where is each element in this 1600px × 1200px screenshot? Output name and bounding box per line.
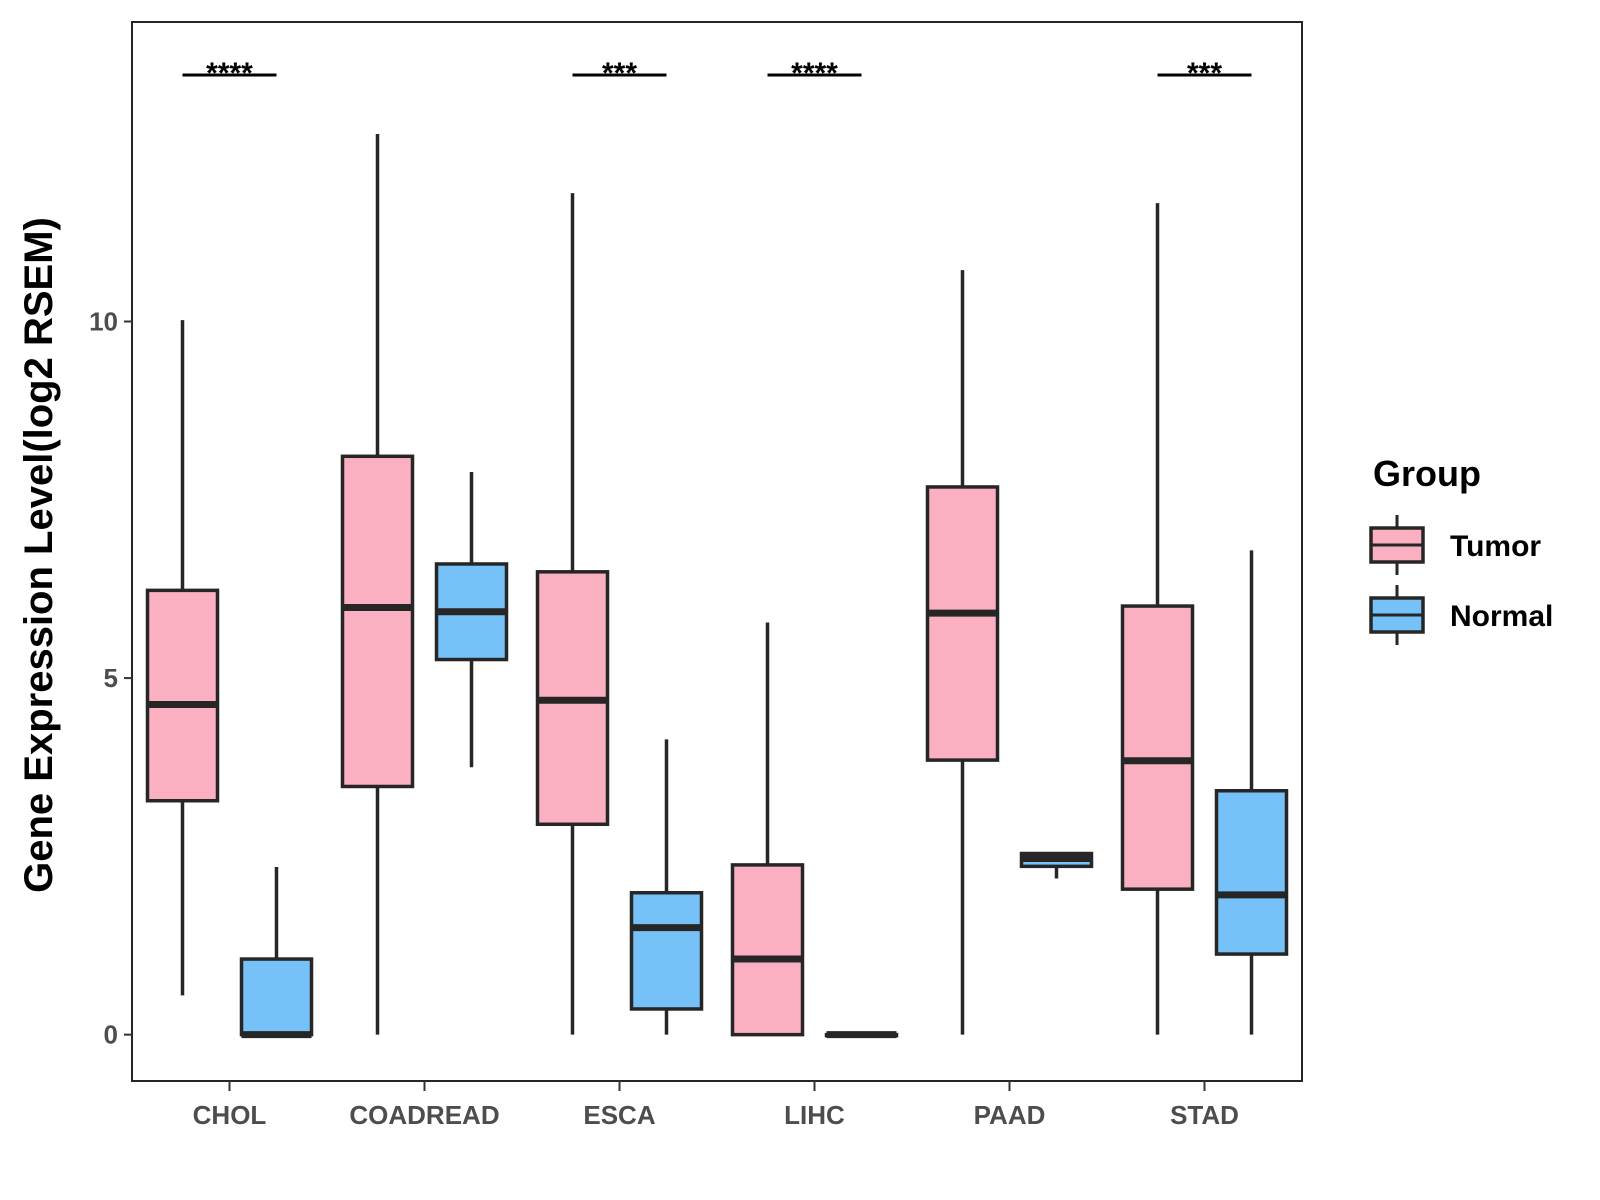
box-tumor-lihc	[730, 622, 805, 1037]
box-normal-stad	[1214, 550, 1289, 1035]
legend-label: Tumor	[1450, 530, 1541, 563]
panel-border	[131, 21, 1303, 1082]
y-tick-label: 0	[104, 1020, 118, 1050]
x-tick-label: LIHC	[784, 1100, 845, 1130]
significance-layer: **** *** **** ***	[182, 57, 1252, 90]
significance-label: ****	[791, 57, 838, 90]
box-tumor-paad	[925, 270, 1000, 1035]
box-body	[629, 890, 704, 1011]
box-body	[925, 485, 1000, 762]
box-normal-coadread	[434, 471, 509, 768]
box-body	[239, 957, 314, 1037]
boxes-layer	[145, 133, 1289, 1039]
legend-item-normal: Normal	[1369, 585, 1553, 645]
box-tumor-chol	[145, 320, 220, 996]
significance-label: ***	[602, 57, 637, 90]
x-tick-label: CHOL	[193, 1100, 267, 1130]
legend-label: Normal	[1450, 600, 1553, 633]
axes-layer: 0 5 10 CHOL COADREAD ESCA LIHC PAAD STAD	[89, 307, 1239, 1130]
box-body	[730, 863, 805, 1037]
x-tick-label: COADREAD	[349, 1100, 499, 1130]
significance-label: ****	[206, 57, 253, 90]
legend-title: Group	[1373, 453, 1481, 494]
box-body	[145, 588, 220, 803]
box-normal-chol	[239, 867, 314, 1039]
box-body	[1120, 604, 1195, 891]
box-tumor-stad	[1120, 203, 1195, 1035]
legend: Group Tumor Normal	[1369, 453, 1553, 645]
box-normal-esca	[629, 739, 704, 1035]
box-tumor-esca	[535, 193, 610, 1035]
x-tick-label: PAAD	[974, 1100, 1046, 1130]
x-tick-label: STAD	[1170, 1100, 1239, 1130]
y-tick-label: 5	[104, 663, 118, 693]
y-axis-title: Gene Expression Level(log2 RSEM)	[17, 217, 61, 893]
box-normal-lihc	[824, 1031, 899, 1039]
box-normal-paad	[1019, 851, 1094, 879]
y-tick-label: 10	[89, 307, 118, 337]
x-tick-label: ESCA	[583, 1100, 655, 1130]
box-tumor-coadread	[340, 133, 415, 1035]
box-body	[340, 454, 415, 789]
box-body	[1214, 789, 1289, 956]
legend-item-tumor: Tumor	[1369, 515, 1541, 575]
significance-label: ***	[1187, 57, 1222, 90]
plot-panel	[131, 21, 1303, 1082]
